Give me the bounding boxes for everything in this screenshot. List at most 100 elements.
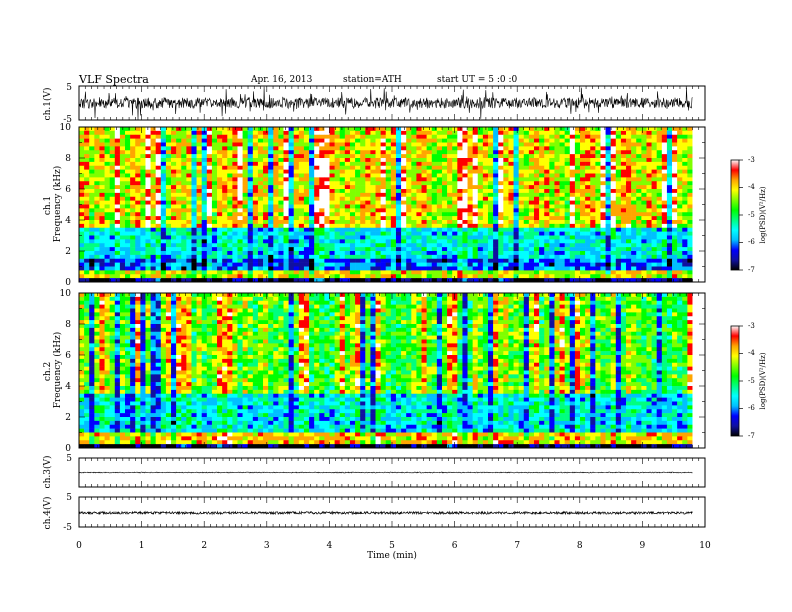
- spectrogram-cell: [605, 227, 611, 232]
- spectrogram-cell: [329, 247, 335, 252]
- spectrogram-cell: [416, 220, 422, 225]
- spectrogram-cell: [314, 227, 320, 232]
- spectrogram-cell: [482, 254, 489, 260]
- spectrogram-cell: [181, 161, 187, 167]
- spectrogram-cell: [324, 165, 330, 170]
- spectrogram-cell: [441, 258, 448, 263]
- spectrogram-cell: [324, 196, 330, 201]
- spectrogram-cell: [222, 216, 228, 221]
- spectrogram-cell: [288, 161, 295, 167]
- spectrogram-cell: [549, 274, 555, 279]
- spectrogram-cell: [196, 220, 202, 225]
- spectrogram-cell: [298, 216, 305, 221]
- spectrogram-cell: [385, 227, 392, 232]
- spectrogram-cell: [380, 154, 387, 159]
- spectrogram-cell: [518, 227, 525, 232]
- spectrogram-cell: [421, 158, 427, 163]
- spectrogram-cell: [217, 161, 223, 167]
- spectrogram-cell: [94, 254, 100, 260]
- spectrogram-cell: [211, 274, 218, 279]
- spectrogram-cell: [349, 216, 356, 221]
- spectrogram-cell: [528, 223, 535, 229]
- spectrogram-cell: [554, 138, 560, 143]
- spectrogram-cell: [309, 278, 315, 282]
- spectrogram-cell: [605, 189, 611, 194]
- spectrogram-cell: [523, 247, 530, 252]
- spectrogram-cell: [130, 150, 136, 155]
- spectrogram-cell: [416, 161, 422, 167]
- spectrogram-cell: [99, 150, 105, 155]
- spectrogram-cell: [171, 161, 177, 167]
- spectrogram-cell: [677, 243, 683, 248]
- spectrogram-cell: [298, 161, 305, 167]
- spectrogram-cell: [370, 231, 376, 236]
- spectrogram-cell: [580, 200, 586, 205]
- spectrogram-cell: [559, 270, 565, 275]
- spectrogram-cell: [641, 247, 647, 252]
- spectrogram-cell: [620, 161, 627, 167]
- spectrogram-cell: [160, 258, 167, 263]
- spectrogram-cell: [380, 216, 387, 221]
- spectrogram-cell: [99, 243, 105, 248]
- spectrogram-cell: [574, 258, 581, 263]
- spectrogram-cell: [319, 142, 325, 147]
- spectrogram-cell: [493, 165, 499, 170]
- spectrogram-cell: [462, 185, 468, 190]
- spectrogram-cell: [682, 204, 688, 209]
- spectrogram-cell: [349, 185, 356, 190]
- spectrogram-cell: [119, 270, 126, 275]
- spectrogram-cell: [171, 173, 177, 178]
- spectrogram-cell: [104, 266, 110, 271]
- spectrogram-cell: [303, 247, 310, 252]
- spectrogram-cell: [206, 192, 213, 198]
- spectrogram-cell: [257, 130, 264, 136]
- spectrogram-cell: [498, 266, 504, 271]
- spectrogram-cell: [493, 177, 499, 182]
- spectrogram-cell: [186, 161, 192, 167]
- spectrogram-cell: [365, 270, 371, 275]
- spectrogram-cell: [191, 251, 197, 256]
- spectrogram-cell: [406, 266, 412, 271]
- spectrogram-cell: [472, 216, 479, 221]
- spectrogram-cell: [263, 204, 269, 209]
- spectrogram-cell: [406, 254, 412, 260]
- spectrogram-cell: [242, 227, 248, 232]
- spectrogram-cell: [631, 200, 637, 205]
- spectrogram-cell: [426, 196, 433, 201]
- spectrogram-cell: [626, 185, 632, 190]
- spectrogram-cell: [140, 223, 146, 229]
- spectrogram-cell: [349, 181, 356, 186]
- spectrogram-cell: [298, 212, 305, 217]
- spectrogram-cell: [365, 212, 371, 217]
- spectrogram-cell: [344, 274, 351, 279]
- spectrogram-cell: [309, 204, 315, 209]
- spectrogram-cell: [150, 216, 156, 221]
- spectrogram-cell: [360, 158, 366, 163]
- spectrogram-cell: [155, 239, 162, 244]
- spectrogram-cell: [646, 231, 652, 236]
- spectrogram-cell: [620, 165, 627, 170]
- spectrogram-cell: [518, 258, 525, 263]
- spectrogram-cell: [651, 243, 657, 248]
- spectrogram-cell: [211, 243, 218, 248]
- spectrogram-cell: [457, 127, 463, 132]
- spectrogram-cell: [79, 266, 85, 271]
- spectrogram-cell: [590, 150, 596, 155]
- spectrogram-cell: [237, 223, 243, 229]
- spectrogram-cell: [186, 200, 192, 205]
- spectrogram-cell: [503, 204, 509, 209]
- spectrogram-cell: [636, 204, 642, 209]
- spectrogram-cell: [620, 274, 627, 279]
- spectrogram-cell: [559, 177, 565, 182]
- spectrogram-cell: [237, 270, 243, 275]
- spectrogram-cell: [303, 185, 310, 190]
- spectrogram-cell: [145, 254, 151, 260]
- spectrogram-cell: [288, 192, 295, 198]
- spectrogram-cell: [365, 173, 371, 178]
- spectrogram-cell: [89, 185, 95, 190]
- spectrogram-cell: [135, 212, 141, 217]
- spectrogram-cell: [646, 223, 652, 229]
- spectrogram-cell: [447, 220, 453, 225]
- spectrogram-cell: [672, 165, 678, 170]
- spectrogram-cell: [569, 138, 576, 143]
